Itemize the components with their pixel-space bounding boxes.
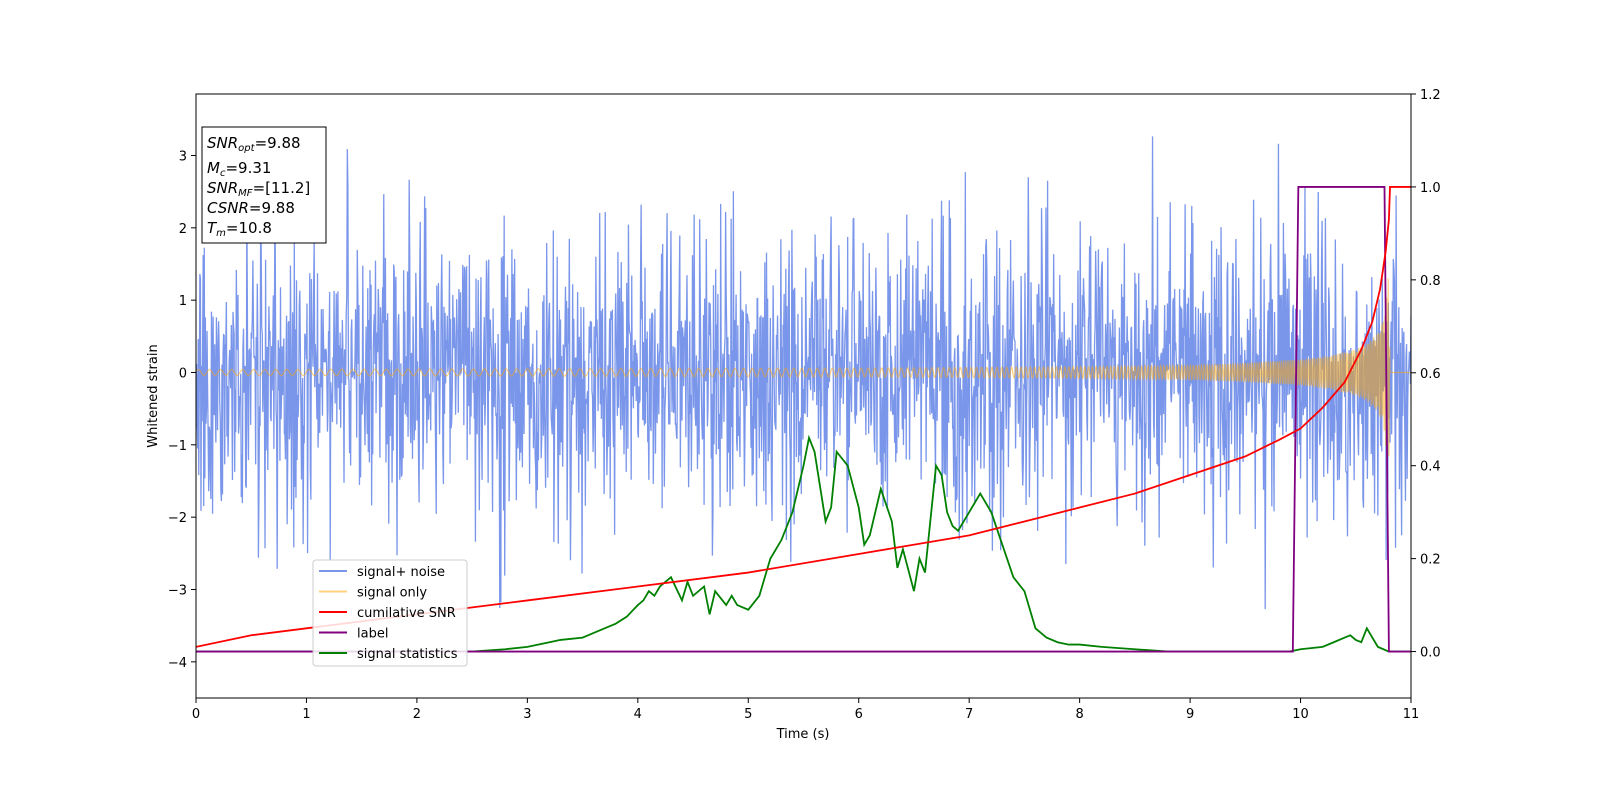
left-y-tick-label: −2	[168, 511, 187, 526]
info-tm-value: =10.8	[226, 219, 272, 237]
info-csnr-main: CSNR	[207, 199, 249, 217]
x-tick-label: 5	[744, 707, 752, 722]
info-box-frame	[201, 126, 327, 244]
info-mc-sub: c	[220, 168, 226, 179]
info-snr-opt-sub: opt	[238, 143, 255, 154]
info-tm: Tm=10.8	[207, 219, 272, 239]
info-csnr-value: =9.88	[249, 199, 295, 217]
info-box: SNRopt=9.88 Mc=9.31 SNRMF=[11.2] CSNR=9.…	[201, 126, 327, 244]
plot-frame	[195, 93, 1412, 699]
left-y-tick-label: −3	[168, 583, 187, 598]
x-tick-label: 7	[965, 707, 973, 722]
info-snr-mf: SNRMF=[11.2]	[207, 179, 310, 199]
right-y-tick-label: 0.8	[1420, 274, 1441, 289]
legend-label: label	[357, 627, 388, 642]
x-tick-label: 4	[634, 707, 642, 722]
x-tick-label: 11	[1403, 707, 1420, 722]
right-y-tick-label: 0.0	[1420, 646, 1441, 661]
info-tm-sub: m	[216, 228, 226, 239]
info-csnr: CSNR=9.88	[207, 199, 295, 217]
plot-area	[196, 136, 1411, 653]
x-axis-ticks: 0 1 2 3 4 5 6 7 8 9 10 11	[192, 698, 1419, 722]
info-tm-main: T	[207, 219, 218, 237]
series-cumilative-snr-line	[196, 186, 1411, 648]
info-snr-mf-value: =[11.2]	[253, 179, 311, 197]
right-y-tick-label: 0.6	[1420, 367, 1441, 382]
x-tick-label: 0	[192, 707, 200, 722]
left-y-tick-label: 1	[179, 294, 187, 309]
left-y-axis-ticks: 3 2 1 0 −1 −2 −3 −4	[168, 149, 196, 671]
right-y-tick-label: 1.0	[1420, 181, 1441, 196]
info-snr-opt-value: =9.88	[255, 134, 301, 152]
legend-label: cumilative SNR	[357, 606, 456, 621]
right-y-tick-label: 1.2	[1420, 88, 1441, 103]
x-tick-label: 9	[1186, 707, 1194, 722]
x-tick-label: 3	[523, 707, 531, 722]
legend-frame	[312, 559, 468, 667]
info-mc-value: =9.31	[225, 159, 271, 177]
legend-label: signal only	[357, 586, 427, 601]
y-axis-label: Whitened strain	[146, 344, 161, 447]
left-y-tick-label: −4	[168, 656, 187, 671]
legend-label: signal statistics	[357, 647, 458, 662]
info-mc-main: M	[207, 159, 220, 177]
x-tick-label: 10	[1292, 707, 1309, 722]
x-tick-label: 1	[302, 707, 310, 722]
info-snr-mf-sub: MF	[238, 188, 253, 199]
series-label-line	[196, 186, 1411, 653]
left-y-tick-label: 3	[179, 149, 187, 164]
left-y-tick-label: 0	[179, 366, 187, 381]
info-mc: Mc=9.31	[207, 159, 271, 179]
legend: signal+ noise signal only cumilative SNR la…	[312, 559, 468, 667]
right-y-axis-ticks: 1.2 1.0 0.8 0.6 0.4 0.2 0.0	[1411, 88, 1441, 661]
x-tick-label: 8	[1075, 707, 1083, 722]
info-snr-opt: SNRopt=9.88	[207, 134, 301, 154]
x-axis-label: Time (s)	[776, 727, 830, 742]
info-snr-opt-main: SNR	[207, 134, 238, 152]
left-y-tick-label: 2	[179, 222, 187, 237]
right-y-tick-label: 0.4	[1420, 460, 1441, 475]
info-snr-mf-main: SNR	[207, 179, 238, 197]
series-signal-only-line	[196, 278, 1411, 457]
x-tick-label: 2	[413, 707, 421, 722]
right-y-tick-label: 0.2	[1420, 553, 1441, 568]
x-tick-label: 6	[855, 707, 863, 722]
series-signal-noise-line	[196, 136, 1411, 610]
legend-label: signal+ noise	[357, 565, 445, 580]
left-y-tick-label: −1	[168, 439, 187, 454]
